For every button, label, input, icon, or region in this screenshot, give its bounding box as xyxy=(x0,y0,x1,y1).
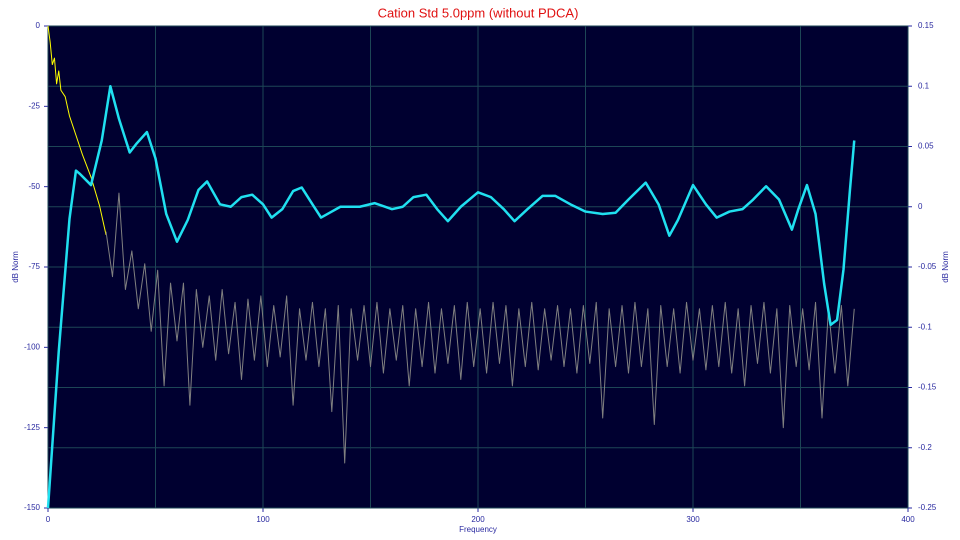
y2-tick-label: 0.1 xyxy=(918,81,930,90)
x-tick-label: 0 xyxy=(46,515,51,524)
y2-tick-label: 0 xyxy=(918,202,923,211)
series-line xyxy=(46,85,856,509)
chart-title: Cation Std 5.0ppm (without PDCA) xyxy=(378,5,579,20)
y-tick-label: 0 xyxy=(36,21,41,30)
y2-tick-label: -0.1 xyxy=(918,322,932,331)
y-tick-label: -50 xyxy=(28,182,40,191)
x-tick-label: 100 xyxy=(256,515,270,524)
y-tick-label: -125 xyxy=(24,423,41,432)
y-tick-label: -25 xyxy=(28,101,40,110)
x-tick-label: 400 xyxy=(901,515,915,524)
y2-tick-label: 0.05 xyxy=(918,142,934,151)
y2-tick-label: 0.15 xyxy=(918,21,934,30)
y-tick-label: -100 xyxy=(24,342,41,351)
y2-tick-label: -0.25 xyxy=(918,503,937,512)
series-line xyxy=(47,25,107,235)
y-tick-label: -150 xyxy=(24,503,41,512)
y2-axis-label: dB Norm xyxy=(941,251,950,283)
x-tick-label: 300 xyxy=(686,515,700,524)
y2-tick-label: -0.15 xyxy=(918,383,937,392)
x-axis-label: Frequency xyxy=(459,525,497,534)
y2-tick-label: -0.2 xyxy=(918,443,932,452)
series-line xyxy=(105,192,855,464)
y2-tick-label: -0.05 xyxy=(918,262,937,271)
y-tick-label: -75 xyxy=(28,262,40,271)
x-tick-label: 200 xyxy=(471,515,485,524)
y-axis-label: dB Norm xyxy=(11,251,20,283)
